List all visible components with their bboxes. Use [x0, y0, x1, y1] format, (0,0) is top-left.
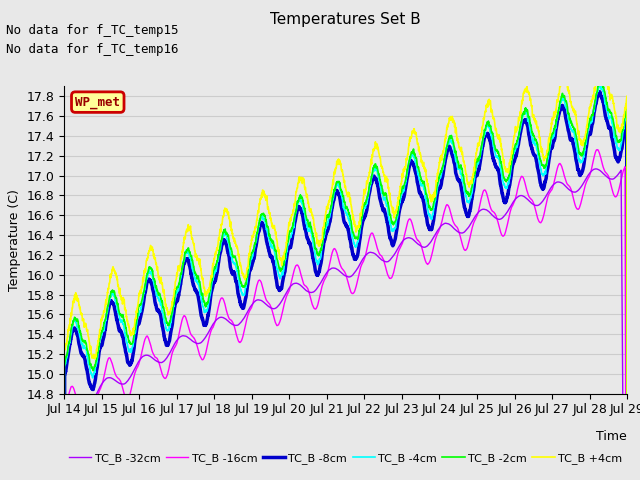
TC_B -8cm	[596, 89, 604, 95]
Line: TC_B +4cm: TC_B +4cm	[64, 61, 627, 480]
TC_B -4cm	[218, 240, 225, 245]
TC_B +4cm	[218, 221, 225, 227]
TC_B -32cm	[592, 166, 600, 172]
Text: No data for f_TC_temp15: No data for f_TC_temp15	[6, 24, 179, 37]
Text: No data for f_TC_temp16: No data for f_TC_temp16	[6, 43, 179, 56]
TC_B -16cm	[570, 197, 577, 203]
Text: Time: Time	[596, 431, 627, 444]
TC_B -8cm	[401, 192, 408, 197]
TC_B -32cm	[401, 237, 408, 242]
TC_B -4cm	[410, 155, 418, 161]
TC_B +4cm	[623, 93, 631, 99]
TC_B -32cm	[570, 189, 577, 195]
Y-axis label: Temperature (C): Temperature (C)	[8, 189, 21, 291]
Line: TC_B -16cm: TC_B -16cm	[64, 150, 627, 480]
TC_B -32cm	[218, 314, 225, 320]
TC_B -8cm	[218, 246, 225, 252]
TC_B -32cm	[181, 333, 189, 339]
Line: TC_B -2cm: TC_B -2cm	[64, 80, 627, 480]
TC_B -16cm	[410, 229, 418, 235]
TC_B -8cm	[181, 260, 189, 265]
TC_B -2cm	[401, 181, 408, 187]
TC_B -4cm	[595, 83, 603, 89]
Title: Temperatures Set B: Temperatures Set B	[270, 12, 421, 27]
TC_B +4cm	[181, 236, 189, 241]
TC_B +4cm	[401, 166, 408, 172]
TC_B -16cm	[181, 313, 189, 319]
Line: TC_B -8cm: TC_B -8cm	[64, 92, 627, 480]
TC_B -2cm	[218, 238, 225, 244]
TC_B +4cm	[410, 128, 418, 133]
TC_B -4cm	[623, 108, 631, 114]
TC_B -4cm	[570, 128, 577, 134]
TC_B -8cm	[410, 165, 418, 171]
TC_B -4cm	[401, 183, 408, 189]
TC_B +4cm	[570, 106, 577, 111]
TC_B -2cm	[623, 105, 631, 111]
TC_B -16cm	[401, 232, 408, 238]
TC_B -16cm	[593, 147, 601, 153]
Line: TC_B -32cm: TC_B -32cm	[64, 169, 627, 480]
TC_B -2cm	[570, 125, 577, 131]
TC_B -8cm	[570, 144, 577, 149]
TC_B -4cm	[181, 256, 189, 262]
TC_B -2cm	[596, 77, 604, 83]
Line: TC_B -4cm: TC_B -4cm	[64, 86, 627, 480]
TC_B -16cm	[218, 295, 225, 301]
TC_B -2cm	[410, 152, 418, 157]
Legend: TC_B -32cm, TC_B -16cm, TC_B -8cm, TC_B -4cm, TC_B -2cm, TC_B +4cm: TC_B -32cm, TC_B -16cm, TC_B -8cm, TC_B …	[65, 448, 627, 468]
TC_B -32cm	[410, 238, 418, 243]
TC_B -2cm	[181, 252, 189, 257]
Text: WP_met: WP_met	[76, 96, 120, 108]
TC_B +4cm	[598, 58, 606, 64]
TC_B -8cm	[623, 336, 631, 342]
